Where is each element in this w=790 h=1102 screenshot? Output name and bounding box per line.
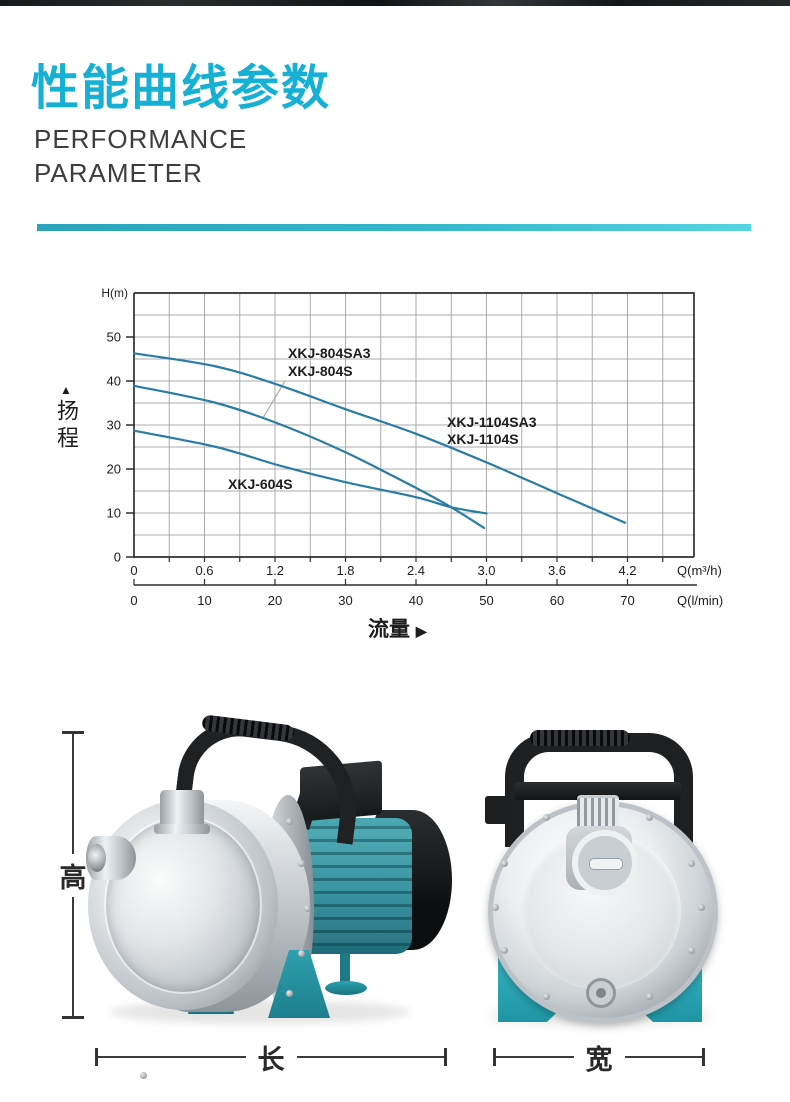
dim-width: 宽 [493, 1045, 705, 1075]
performance-curve-chart: 0 10 20 30 40 50 H(m) 0 0.6 1.2 1.8 2.4 3.0 3.6 4.2 Q(m… [101, 286, 723, 608]
x2-tick-label: 60 [550, 593, 564, 608]
filler-plug-slot [589, 858, 623, 870]
inlet-bore [88, 844, 106, 872]
x-tick-label: 0 [130, 563, 137, 578]
bolt [698, 904, 705, 911]
bolt [688, 860, 695, 867]
x2-tick-label: 10 [197, 593, 211, 608]
dim-cap [493, 1048, 496, 1066]
dim-cap [62, 1016, 84, 1019]
drain-plug-center [596, 988, 606, 998]
pump-handle-grip [530, 730, 630, 746]
x-axis-unit-primary: Q(m³/h) [677, 563, 722, 578]
subtitle-line-2: PARAMETER [34, 158, 203, 188]
dim-length-label: 长 [257, 1044, 285, 1075]
y-axis-title-text: 扬程 [54, 399, 79, 453]
x-axis-unit-secondary: Q(l/min) [677, 593, 723, 608]
x-tick-label: 1.8 [336, 563, 354, 578]
curve-label-xkj-804: XKJ-804S [288, 363, 353, 379]
x2-tick-label: 70 [620, 593, 634, 608]
section-subtitle: PERFORMANCE PARAMETER [34, 122, 247, 190]
dim-line [496, 1056, 574, 1058]
curve-label-xkj-1104: XKJ-1104S [447, 431, 519, 447]
dim-cap [95, 1048, 98, 1066]
x-tick-label: 3.0 [477, 563, 495, 578]
bolt [298, 860, 305, 867]
curve-label-xkj-804: XKJ-804SA3 [288, 345, 371, 361]
dim-cap [62, 731, 84, 734]
x2-tick-label: 40 [409, 593, 423, 608]
section-title: 性能曲线参数 [31, 62, 332, 115]
label-leader-line [262, 380, 286, 419]
y-tick-label: 10 [107, 506, 121, 521]
bolt [501, 860, 508, 867]
pump-front-view-photo [460, 700, 790, 1040]
bolt [646, 993, 653, 1000]
bolt [286, 818, 293, 825]
handle-side-connector [485, 796, 511, 824]
pump-front-face [88, 800, 278, 1079]
x2-tick-label: 20 [268, 593, 282, 608]
y-tick-label: 30 [107, 418, 121, 433]
bolt [492, 904, 499, 911]
curve-label-xkj-1104: XKJ-1104SA3 [447, 414, 537, 430]
y-axis-unit: H(m) [101, 286, 128, 300]
bolt [304, 905, 311, 912]
previous-photo-edge-strip [0, 0, 790, 6]
y-tick-label: 0 [114, 550, 121, 565]
adjustable-foot-stem [340, 953, 350, 985]
x-tick-label: 0.6 [195, 563, 213, 578]
adjustable-foot-disc [325, 981, 367, 995]
dim-length: 长 [95, 1045, 447, 1075]
outlet-port [160, 790, 204, 828]
x-axis-title-text: 流量 [368, 618, 410, 641]
bolt [543, 993, 550, 1000]
dim-cap [702, 1048, 705, 1066]
drain-plug [586, 978, 616, 1008]
x-tick-label: 2.4 [407, 563, 425, 578]
bolt [286, 990, 293, 997]
x-tick-label: 3.6 [548, 563, 566, 578]
filler-plug [572, 830, 638, 896]
curve-label-xkj-604s: XKJ-604S [228, 476, 293, 492]
chart-y-axis-title: ▲ 扬程 [50, 383, 82, 458]
right-arrow-icon: ▶ [415, 623, 427, 639]
x2-tick-label: 50 [479, 593, 493, 608]
bolt [501, 947, 508, 954]
dim-line [98, 1056, 246, 1058]
pump-handle-crossbar [515, 782, 681, 800]
bolt [298, 950, 305, 957]
dim-line [72, 734, 74, 854]
x2-tick-label: 0 [130, 593, 137, 608]
teal-divider-bar [37, 224, 751, 231]
dim-line [624, 1056, 702, 1058]
curve-xkj-804 [132, 384, 486, 530]
up-arrow-icon: ▲ [60, 383, 72, 397]
x-tick-label: 4.2 [618, 563, 636, 578]
dim-line [296, 1056, 444, 1058]
x2-tick-label: 30 [338, 593, 352, 608]
bolt [688, 947, 695, 954]
dim-cap [444, 1048, 447, 1066]
subtitle-line-1: PERFORMANCE [34, 124, 248, 154]
y-tick-label: 50 [107, 330, 121, 345]
pump-side-view-photo [86, 700, 460, 1079]
dim-height: 高 [59, 731, 87, 1019]
outlet-port-collar [154, 824, 210, 834]
y-tick-label: 20 [107, 462, 121, 477]
dim-width-label: 宽 [585, 1044, 613, 1075]
bolt [543, 814, 550, 821]
chart-x-axis-title: 流量 ▶ [368, 613, 468, 643]
dim-height-label: 高 [59, 862, 87, 893]
x-tick-label: 1.2 [266, 563, 284, 578]
dim-line [72, 896, 74, 1016]
inlet-port [86, 836, 136, 880]
bolt [646, 814, 653, 821]
y-tick-label: 40 [107, 374, 121, 389]
curve-xkj-1104 [132, 352, 627, 524]
bolt [140, 1072, 147, 1079]
